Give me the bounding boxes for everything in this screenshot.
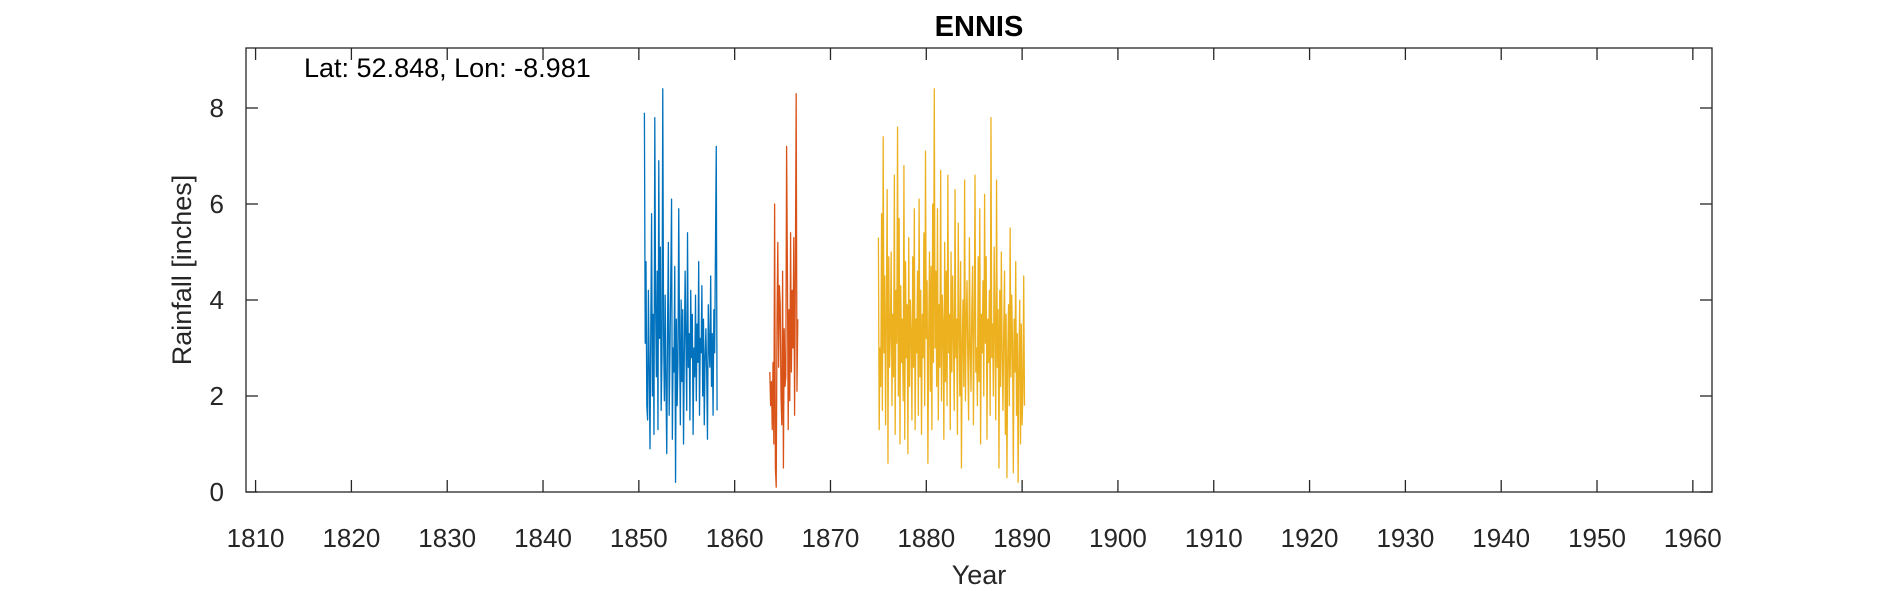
- location-annotation: Lat: 52.848, Lon: -8.981: [304, 53, 591, 83]
- x-tick-label: 1860: [706, 523, 764, 553]
- series-layer: [643, 88, 1026, 488]
- y-tick-label: 0: [210, 477, 224, 507]
- x-tick-label: 1880: [897, 523, 955, 553]
- axes-box: [245, 47, 1713, 493]
- axes-layer: [245, 47, 1713, 493]
- x-tick-label: 1850: [610, 523, 668, 553]
- y-ticks: 0 2 4 6 8: [210, 93, 1712, 507]
- y-tick-label: 4: [210, 285, 224, 315]
- y-tick-label: 8: [210, 93, 224, 123]
- x-tick-label: 1830: [418, 523, 476, 553]
- series-line-3: [877, 88, 1026, 484]
- x-tick-label: 1820: [322, 523, 380, 553]
- x-tick-label: 1910: [1185, 523, 1243, 553]
- y-axis-label: Rainfall [inches]: [167, 175, 197, 366]
- y-tick-label: 2: [210, 381, 224, 411]
- x-axis-label: Year: [952, 560, 1007, 590]
- x-tick-label: 1940: [1472, 523, 1530, 553]
- series-line-1: [643, 88, 718, 484]
- x-tick-label: 1870: [802, 523, 860, 553]
- chart-title: ENNIS: [935, 11, 1024, 43]
- x-ticks: 1810 1820 1830 1840 1850 1860 1870 1880 1890 1900…: [227, 48, 1722, 553]
- x-tick-label: 1840: [514, 523, 572, 553]
- x-tick-label: 1810: [227, 523, 285, 553]
- x-tick-label: 1950: [1568, 523, 1626, 553]
- x-tick-label: 1930: [1376, 523, 1434, 553]
- x-tick-label: 1920: [1281, 523, 1339, 553]
- y-tick-label: 6: [210, 189, 224, 219]
- series-line-2: [769, 92, 799, 488]
- x-tick-label: 1890: [993, 523, 1051, 553]
- x-tick-label: 1960: [1664, 523, 1722, 553]
- x-tick-label: 1900: [1089, 523, 1147, 553]
